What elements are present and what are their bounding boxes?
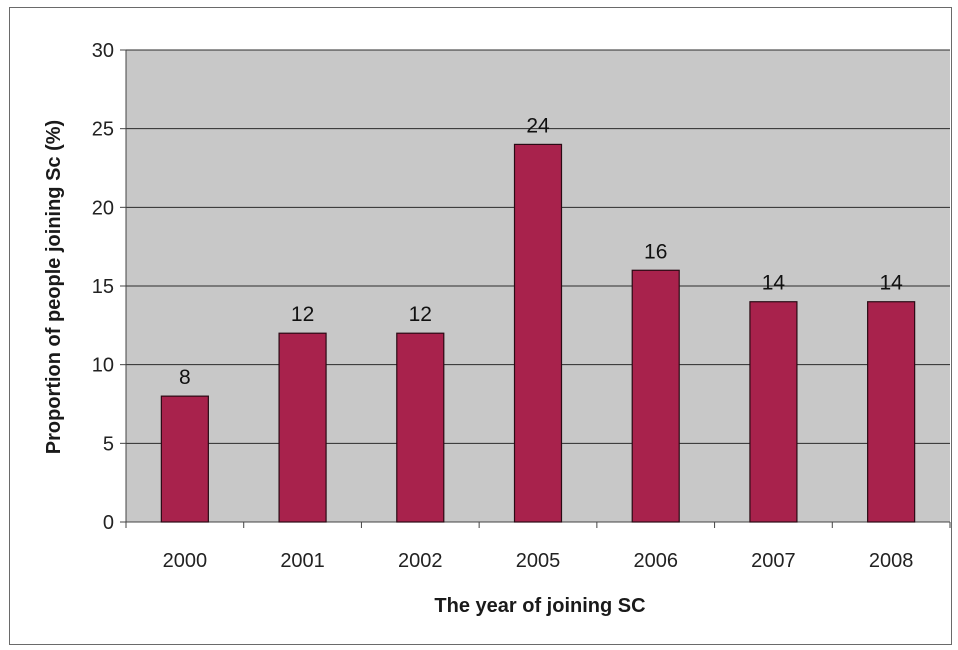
y-tick-label: 20 (92, 197, 114, 219)
x-axis-title: The year of joining SC (434, 595, 645, 617)
data-label-2006: 16 (644, 240, 667, 263)
y-tick-label: 0 (103, 512, 114, 534)
x-tick-label-2006: 2006 (633, 550, 678, 572)
data-label-2007: 14 (762, 272, 786, 295)
bar-2005 (513, 143, 563, 523)
data-label-2002: 12 (409, 303, 432, 326)
bar-2007 (749, 301, 798, 523)
bar-2001 (278, 332, 327, 523)
x-tick-label-2007: 2007 (751, 550, 796, 572)
y-tick-label: 15 (92, 276, 114, 298)
y-tick-label: 25 (92, 119, 114, 141)
y-tick-label: 10 (92, 355, 114, 377)
y-axis-title: Proportion of people joining Sc (%) (43, 120, 65, 454)
y-tick-label: 30 (92, 40, 114, 62)
x-tick-label-2000: 2000 (163, 550, 208, 572)
data-label-2005: 24 (526, 114, 550, 137)
x-tick-label-2001: 2001 (280, 550, 325, 572)
x-tick-label-2002: 2002 (398, 550, 443, 572)
x-tick-label-2005: 2005 (516, 550, 561, 572)
data-label-2000: 8 (179, 366, 191, 389)
y-tick-label: 5 (103, 433, 114, 455)
bar-2000 (160, 395, 209, 523)
data-label-2001: 12 (291, 303, 314, 326)
x-tick-label-2008: 2008 (869, 550, 914, 572)
data-label-2008: 14 (879, 272, 903, 295)
bar-2008 (867, 301, 916, 523)
bar-2002 (396, 332, 445, 523)
bar-2006 (631, 269, 680, 523)
